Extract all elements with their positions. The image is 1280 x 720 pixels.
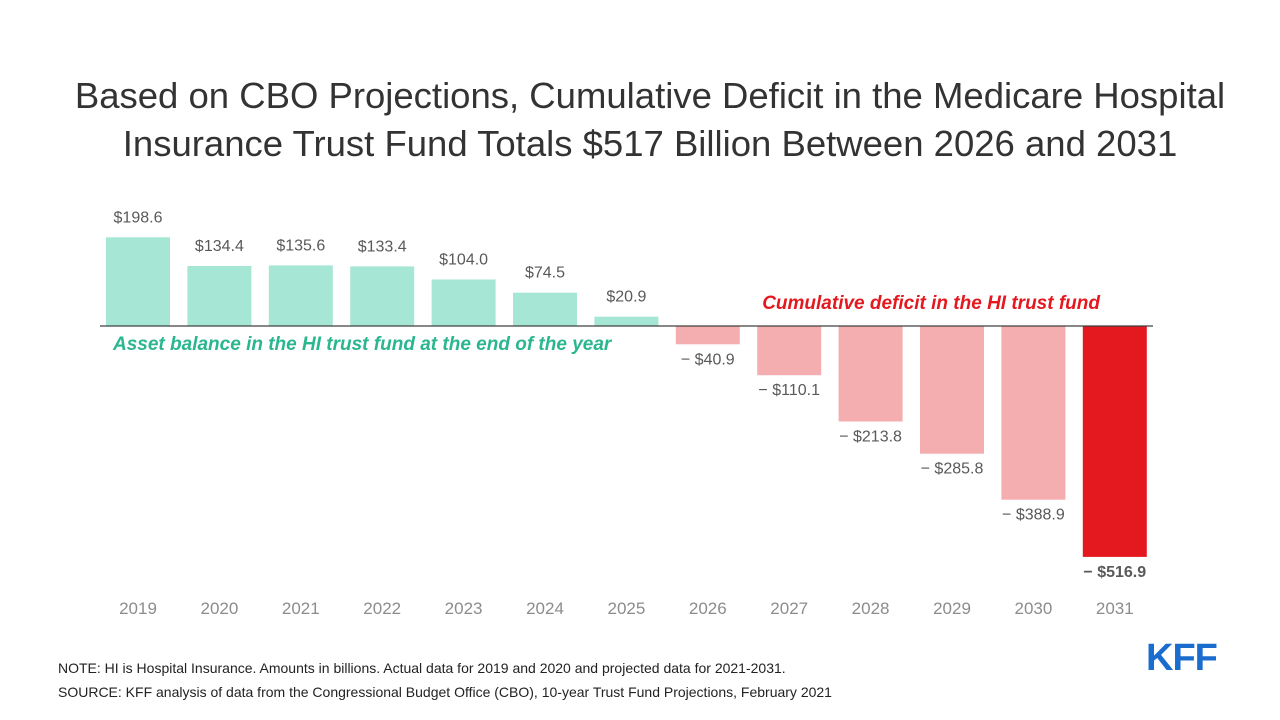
bar-2024	[513, 292, 577, 326]
value-label-2024: $74.5	[525, 265, 565, 282]
note-text: NOTE: HI is Hospital Insurance. Amounts …	[58, 660, 786, 676]
value-label-2025: $20.9	[606, 289, 646, 306]
bar-2028	[838, 326, 903, 422]
year-label-2026: 2026	[689, 599, 727, 618]
bar-2027	[757, 326, 822, 376]
chart-title-line-1: Based on CBO Projections, Cumulative Def…	[74, 75, 1226, 116]
year-label-2019: 2019	[119, 599, 157, 618]
year-label-2031: 2031	[1096, 599, 1134, 618]
year-label-2030: 2030	[1014, 599, 1052, 618]
value-label-2028: − $213.8	[839, 429, 902, 446]
value-label-2030: − $388.9	[1002, 507, 1065, 524]
year-label-2020: 2020	[200, 599, 238, 618]
bar-2031	[1082, 326, 1147, 557]
bar-2021	[268, 265, 333, 326]
bar-2029	[920, 326, 984, 454]
year-label-2023: 2023	[445, 599, 483, 618]
bar-2023	[431, 279, 496, 326]
chart-title-line-2: Insurance Trust Fund Totals $517 Billion…	[122, 123, 1178, 164]
value-label-2019: $198.6	[114, 209, 163, 226]
value-label-2023: $104.0	[439, 252, 488, 269]
value-label-2026: − $40.9	[681, 351, 735, 368]
value-label-2029: − $285.8	[921, 461, 984, 478]
value-label-2022: $133.4	[358, 238, 407, 255]
year-label-2021: 2021	[282, 599, 320, 618]
value-label-2021: $135.6	[276, 237, 325, 254]
value-label-2020: $134.4	[195, 238, 244, 255]
chart-title: Based on CBO Projections, Cumulative Def…	[0, 72, 1280, 168]
kff-logo: KFF	[1146, 637, 1218, 679]
year-labels-group: 2019 2020 2021 2022 2023 2024 2025 2026 2027 2028…	[119, 599, 1134, 618]
bar-2025	[594, 316, 659, 326]
year-label-2024: 2024	[526, 599, 564, 618]
year-label-2027: 2027	[770, 599, 808, 618]
source-text: SOURCE: KFF analysis of data from the Co…	[58, 684, 832, 700]
bar-2019	[106, 237, 170, 326]
bar-2030	[1001, 326, 1066, 500]
bar-2020	[187, 266, 252, 326]
annotation-asset-balance: Asset balance in the HI trust fund at th…	[112, 334, 613, 355]
bars-group	[106, 237, 1147, 557]
value-label-2027: − $110.1	[758, 382, 820, 399]
year-label-2028: 2028	[852, 599, 890, 618]
year-label-2025: 2025	[607, 599, 645, 618]
value-label-2031: − $516.9	[1083, 564, 1146, 581]
value-labels-group: $198.6 $134.4 $135.6 $133.4 $104.0 $74.5 $20.9…	[114, 209, 1147, 581]
bar-2022	[350, 266, 415, 326]
annotation-cumulative-deficit: Cumulative deficit in the HI trust fund	[762, 293, 1100, 314]
year-label-2029: 2029	[933, 599, 971, 618]
bar-2026	[675, 326, 740, 345]
year-label-2022: 2022	[363, 599, 401, 618]
